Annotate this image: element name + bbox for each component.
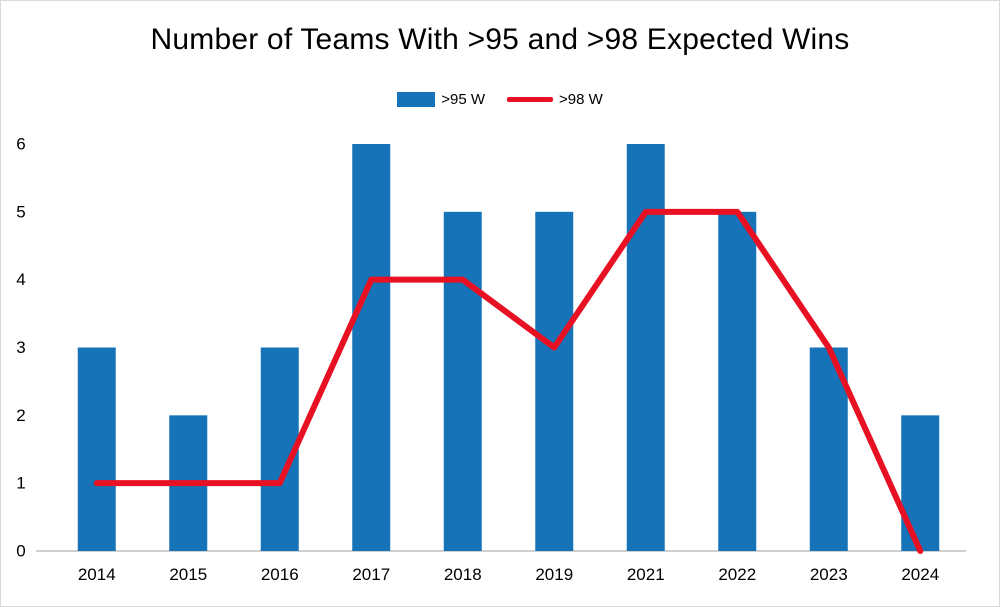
x-tick-label: 2021 xyxy=(627,565,665,584)
bar-2021 xyxy=(626,144,665,551)
bar-2024 xyxy=(901,415,940,551)
chart-legend: >95 W >98 W xyxy=(1,91,999,108)
y-tick-label: 2 xyxy=(16,406,25,425)
x-tick-label: 2015 xyxy=(169,565,207,584)
legend-item-95w: >95 W xyxy=(397,91,485,108)
legend-label-95w: >95 W xyxy=(441,91,485,108)
bar-2017 xyxy=(352,144,391,551)
y-tick-label: 5 xyxy=(16,202,25,221)
x-tick-label: 2014 xyxy=(78,565,116,584)
bar-2022 xyxy=(718,211,757,552)
legend-swatch-line-icon xyxy=(507,97,553,102)
x-tick-label: 2019 xyxy=(535,565,573,584)
x-tick-label: 2016 xyxy=(261,565,299,584)
legend-label-98w: >98 W xyxy=(559,91,603,108)
y-tick-label: 3 xyxy=(16,338,25,357)
chart-title: Number of Teams With >95 and >98 Expecte… xyxy=(150,23,850,56)
y-tick-label: 0 xyxy=(16,542,25,561)
bar-2014 xyxy=(77,347,116,551)
y-tick-label: 6 xyxy=(16,135,25,154)
line-98w xyxy=(93,208,924,554)
y-tick-label: 4 xyxy=(16,270,25,289)
x-tick-label: 2017 xyxy=(352,565,390,584)
y-tick-label: 1 xyxy=(16,474,25,493)
bar-2018 xyxy=(443,211,482,552)
bar-2019 xyxy=(535,211,574,552)
legend-item-98w: >98 W xyxy=(507,91,603,108)
legend-swatch-bar-icon xyxy=(397,92,436,107)
x-tick-label: 2023 xyxy=(810,565,848,584)
x-tick-label: 2022 xyxy=(718,565,756,584)
x-tick-label: 2024 xyxy=(901,565,939,584)
x-tick-label: 2018 xyxy=(444,565,482,584)
